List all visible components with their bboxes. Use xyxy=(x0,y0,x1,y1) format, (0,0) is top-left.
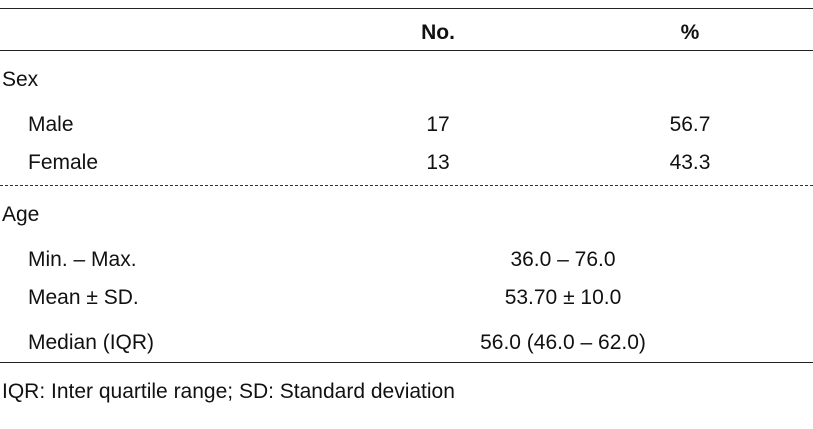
row-label: Female xyxy=(28,151,99,174)
footnote: IQR: Inter quartile range; SD: Standard … xyxy=(2,380,455,403)
column-header: % xyxy=(680,21,700,44)
header-rule xyxy=(0,50,813,51)
row-label: Male xyxy=(28,113,74,136)
cell: 56.0 (46.0 – 62.0) xyxy=(480,331,646,354)
cell: 53.70 ± 10.0 xyxy=(504,286,622,309)
bottom-rule xyxy=(0,362,813,363)
section-rule xyxy=(0,185,813,186)
column-header: No. xyxy=(421,21,455,44)
row-label: Mean ± SD. xyxy=(28,286,139,309)
cell: 17 xyxy=(426,113,450,136)
section-title: Age xyxy=(2,203,40,226)
top-rule xyxy=(0,8,813,9)
cell: 56.7 xyxy=(669,113,711,136)
cell: 13 xyxy=(426,151,450,174)
row-label: Median (IQR) xyxy=(28,331,155,354)
row-label: Min. – Max. xyxy=(28,248,137,271)
section-title: Sex xyxy=(2,68,39,91)
cell: 36.0 – 76.0 xyxy=(510,248,616,271)
cell: 43.3 xyxy=(669,151,711,174)
